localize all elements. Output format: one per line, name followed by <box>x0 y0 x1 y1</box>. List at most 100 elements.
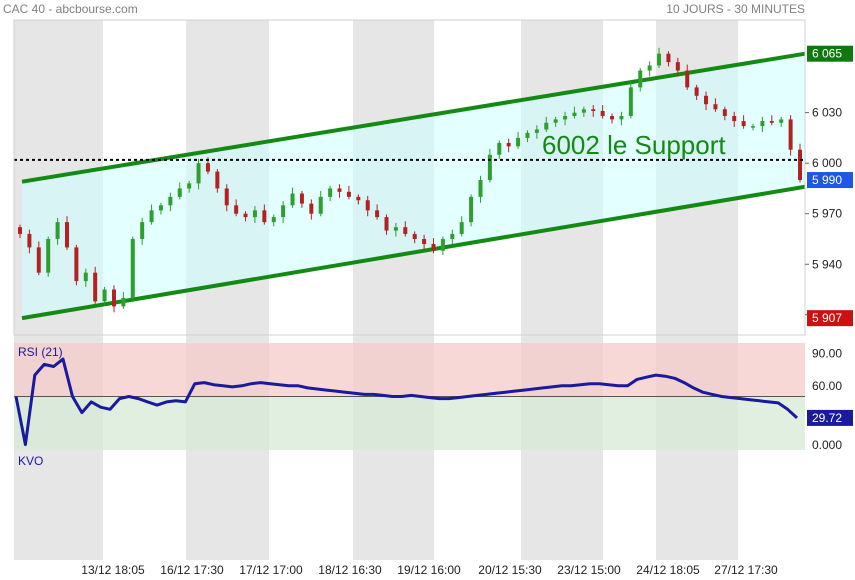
candle-body <box>647 65 652 71</box>
candle <box>459 216 464 237</box>
candle-body <box>27 233 32 248</box>
candle <box>619 111 624 126</box>
candle <box>666 51 671 67</box>
candle <box>440 236 445 255</box>
candle <box>694 84 699 101</box>
rsi-upper-zone <box>14 343 805 397</box>
badge-rsi-last-bg <box>807 409 853 426</box>
candle-body <box>102 289 107 302</box>
candle <box>224 184 229 212</box>
candle-body <box>732 116 737 122</box>
candle-body <box>440 238 445 251</box>
channel-lower-line <box>21 184 806 321</box>
candle-body <box>563 116 568 120</box>
candle-body <box>337 188 342 192</box>
candle <box>196 158 201 190</box>
candle-body <box>83 272 88 282</box>
candle <box>516 132 521 149</box>
candle-body <box>525 132 530 138</box>
candle <box>713 98 718 112</box>
candle-body <box>18 227 22 234</box>
rsi-tick-0: 0.000 <box>812 438 842 452</box>
candle-body <box>375 210 380 218</box>
badge-last-price: 5 990 <box>812 173 842 187</box>
candle-body <box>760 121 765 127</box>
candle <box>525 130 530 143</box>
x-tick-label: 17/12 17:00 <box>239 563 303 577</box>
candle-body <box>205 163 210 172</box>
candle <box>281 201 286 223</box>
candle-body <box>779 119 784 123</box>
candle <box>168 192 173 212</box>
price-tick-5970: 5 970 <box>812 207 842 221</box>
candle-body <box>741 121 746 127</box>
day-band <box>353 20 434 560</box>
candle <box>234 199 239 217</box>
candle-body <box>384 217 389 231</box>
candle <box>751 123 756 131</box>
x-tick-label: 13/12 18:05 <box>81 563 145 577</box>
candle <box>46 236 51 277</box>
candle <box>328 185 333 202</box>
candle <box>534 125 539 139</box>
rsi-panel: RSI (21) KVO <box>14 343 805 468</box>
candle-body <box>168 196 173 206</box>
candle-body <box>74 247 79 282</box>
candle-body <box>553 119 558 123</box>
candle-body <box>196 163 201 184</box>
candle-body <box>713 104 718 110</box>
candle <box>384 214 389 235</box>
candle-body <box>487 154 492 181</box>
candle-body <box>346 191 351 197</box>
candle-body <box>704 95 709 105</box>
candle <box>487 148 492 183</box>
rsi-tick-90: 90.00 <box>812 347 842 361</box>
candle <box>271 214 276 227</box>
candle-body <box>666 53 671 63</box>
price-tick-6030: 6 030 <box>812 106 842 120</box>
candle <box>64 216 69 250</box>
candle-body <box>478 180 483 197</box>
candle-body <box>572 112 577 117</box>
candle-body <box>497 142 502 155</box>
candle-body <box>610 116 615 120</box>
candle <box>788 115 793 156</box>
candle-body <box>600 110 605 117</box>
candle-body <box>450 233 455 239</box>
candle-body <box>722 109 727 117</box>
candle-body <box>798 149 802 181</box>
candle-body <box>130 238 135 298</box>
candle-body <box>506 142 511 147</box>
badge-rsi-last: 29.72 <box>812 411 842 425</box>
candle <box>177 182 182 200</box>
candle <box>365 196 370 217</box>
candle-body <box>628 87 633 117</box>
candle <box>93 266 98 304</box>
rsi-line <box>14 357 799 447</box>
candle-body <box>93 272 98 302</box>
candle <box>638 68 643 92</box>
candle-body <box>271 217 276 223</box>
candle-body <box>262 210 267 223</box>
candle-body <box>187 183 192 189</box>
candle <box>346 185 351 200</box>
x-tick-label: 19/12 16:00 <box>397 563 461 577</box>
candle <box>769 115 774 126</box>
candle <box>798 143 802 183</box>
candle <box>158 202 163 215</box>
candle <box>581 106 586 117</box>
candle <box>27 229 32 254</box>
candle-body <box>581 109 586 113</box>
rsi-tick-60: 60.00 <box>812 379 842 393</box>
candle <box>563 111 568 126</box>
rsi-label: RSI (21) <box>18 345 63 359</box>
candle-body <box>469 196 474 223</box>
candle <box>121 292 126 309</box>
candle-body <box>149 210 154 223</box>
candle-body <box>788 119 793 150</box>
chart-title-right: 10 JOURS - 30 MINUTES <box>666 2 805 16</box>
candle-body <box>412 233 417 239</box>
candle <box>506 138 511 153</box>
candle <box>647 61 652 77</box>
